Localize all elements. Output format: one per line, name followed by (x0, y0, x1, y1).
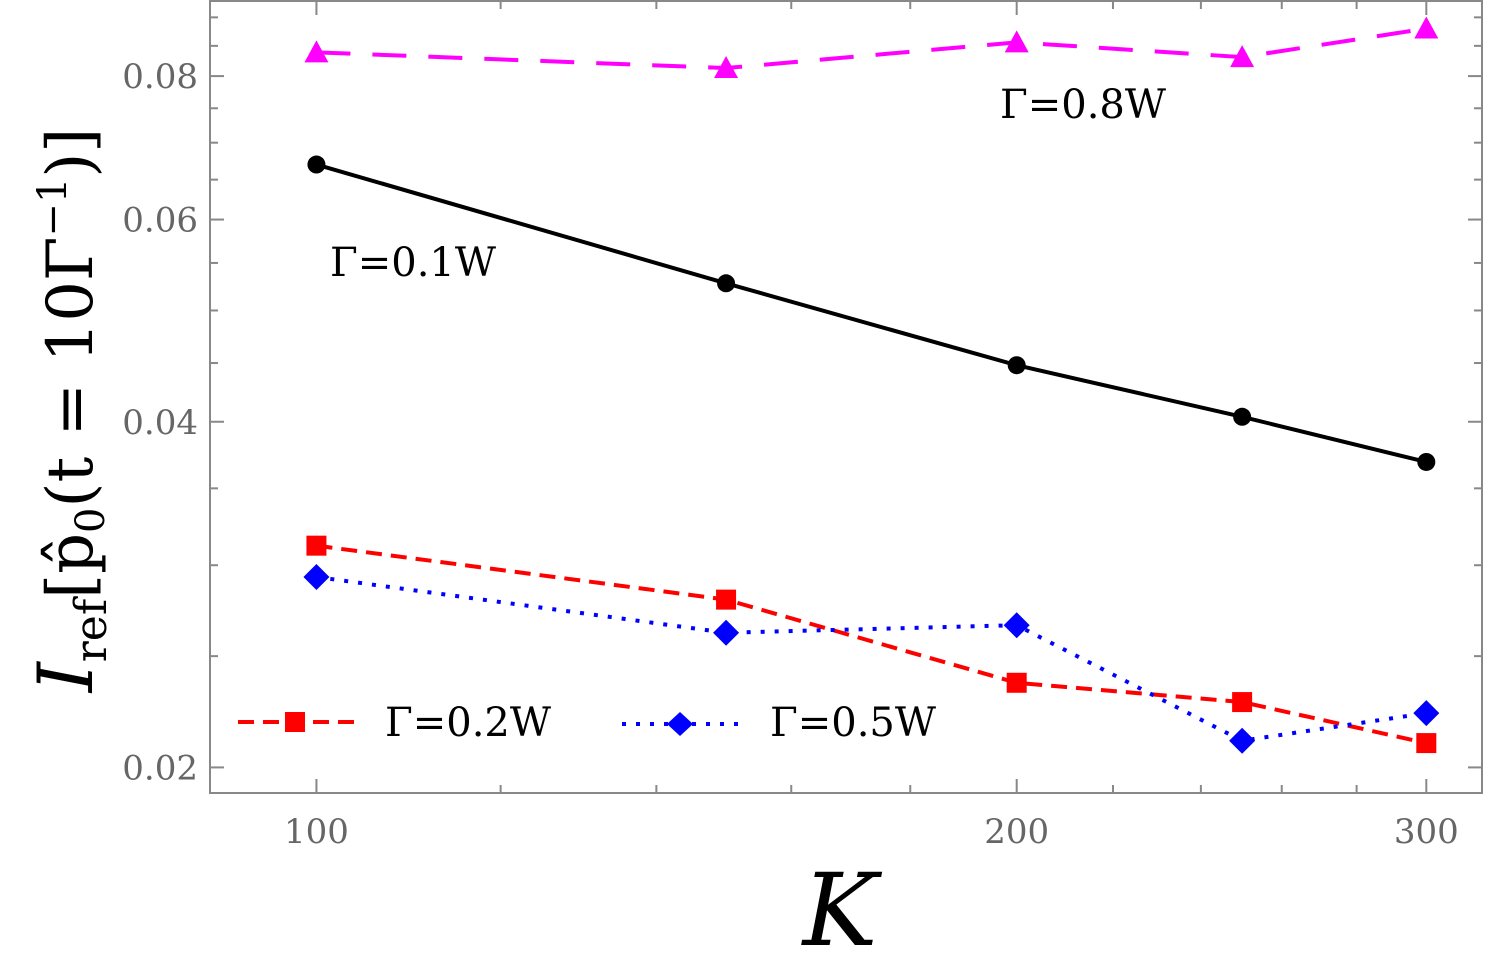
x-axis-label: K (801, 852, 883, 953)
data-point-circle (1233, 407, 1252, 426)
data-point-square (1006, 672, 1027, 693)
data-point-square (1232, 692, 1253, 713)
axis-ticks: 100 200 300 0.02 0.04 0.06 0.08 (122, 1, 1482, 852)
data-point-circle (307, 155, 326, 174)
data-point-triangle (1414, 16, 1439, 39)
legend-marker-diamond (667, 712, 693, 736)
y-tick-label: 0.08 (122, 57, 198, 97)
data-point-diamond (303, 563, 330, 590)
legend: Γ=0.2W Γ=0.5W (238, 700, 936, 746)
annotation-gamma-0.1: Γ=0.1W (330, 240, 496, 286)
data-point-square (306, 535, 327, 556)
y-tick-label: 0.02 (122, 748, 198, 788)
series-line-3 (316, 26, 1427, 71)
y-axis-label: Iref[p̂0(t = 10Γ−1)] (21, 128, 117, 695)
legend-label-gamma-0.2: Γ=0.2W (385, 700, 551, 746)
plot-area (303, 16, 1440, 754)
data-point-triangle (1230, 45, 1255, 68)
x-tick-label: 100 (284, 812, 349, 852)
annotation-gamma-0.8: Γ=0.8W (1000, 82, 1166, 128)
plot-frame (209, 0, 1483, 794)
data-point-triangle (714, 56, 739, 79)
legend-label-gamma-0.5: Γ=0.5W (770, 700, 936, 746)
legend-marker-square (285, 712, 305, 732)
y-tick-label: 0.06 (122, 201, 198, 241)
data-point-square (1416, 733, 1437, 754)
data-point-circle (1007, 356, 1026, 375)
data-point-square (716, 589, 737, 610)
x-tick-label: 200 (984, 812, 1049, 852)
data-point-triangle (304, 40, 329, 63)
data-point-diamond (1229, 727, 1256, 754)
data-point-triangle (1004, 30, 1029, 53)
series-line-0 (315, 162, 1427, 464)
data-point-circle (717, 274, 736, 293)
y-tick-label: 0.04 (122, 403, 198, 443)
x-tick-label: 300 (1394, 812, 1459, 852)
data-point-diamond (1003, 612, 1030, 639)
data-point-diamond (1413, 700, 1440, 727)
data-point-diamond (713, 619, 740, 646)
data-point-circle (1417, 452, 1436, 471)
